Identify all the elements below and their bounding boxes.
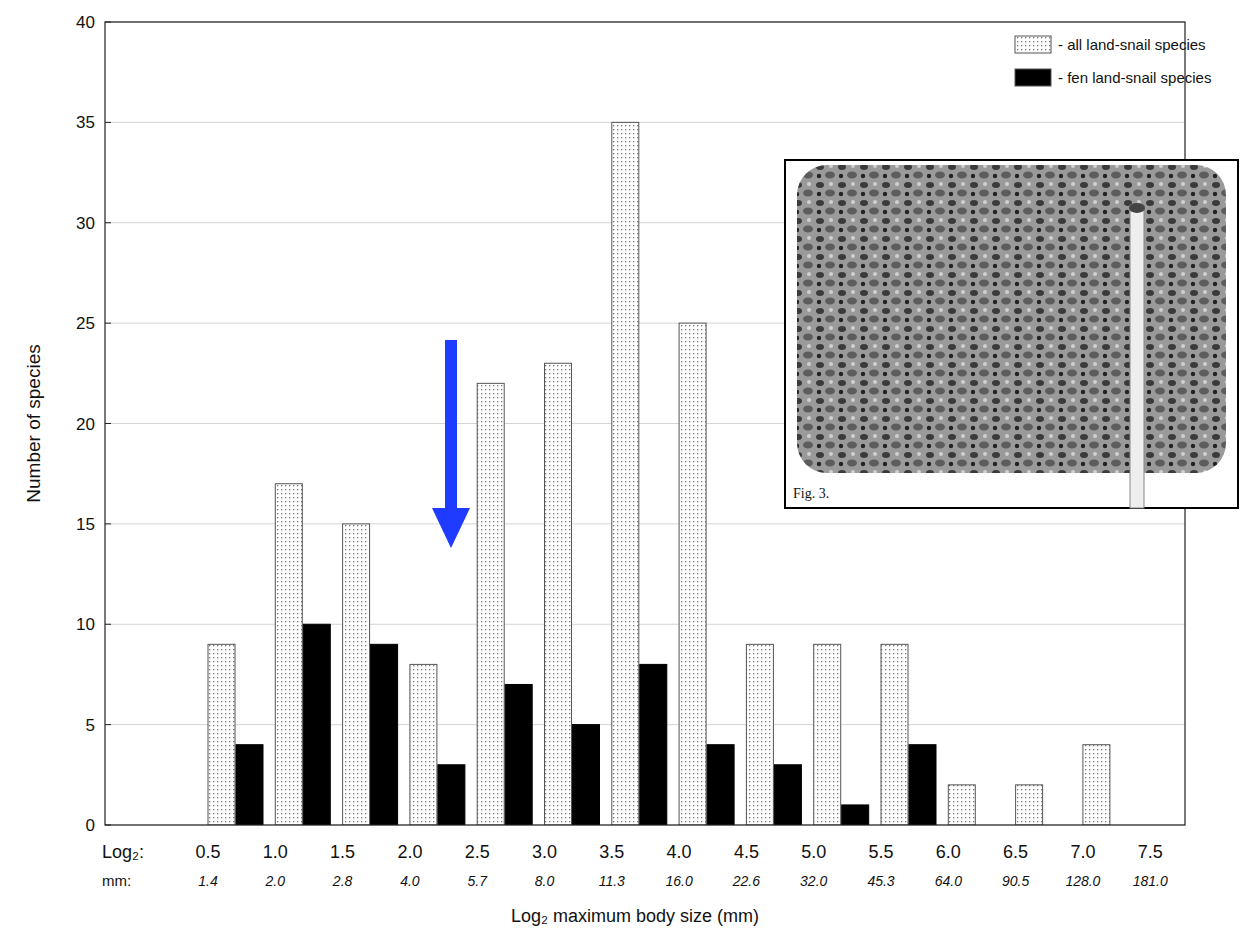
x-tick-label: 5.5 <box>868 842 893 862</box>
x-tick-label: 7.5 <box>1138 842 1163 862</box>
legend-label: - fen land-snail species <box>1058 69 1211 86</box>
y-tick-label: 40 <box>76 13 95 32</box>
y-tick <box>105 724 111 725</box>
grid-line <box>105 523 1185 524</box>
x-tick-label: 3.5 <box>599 842 624 862</box>
x-axis-title: Log₂ maximum body size (mm) <box>511 906 759 926</box>
x-tick-label: 5.0 <box>801 842 826 862</box>
x-sub-label: 2.0 <box>265 873 286 889</box>
grid-line <box>105 624 1185 625</box>
y-tick-label: 25 <box>76 314 95 333</box>
x-sub-label: 181.0 <box>1133 873 1168 889</box>
row-label: mm: <box>102 872 131 889</box>
bar <box>746 644 773 825</box>
x-tick-label: 1.5 <box>330 842 355 862</box>
arrow-shaft <box>445 340 457 510</box>
legend-swatch <box>1015 69 1051 86</box>
bar <box>236 745 263 825</box>
legend-swatch <box>1015 36 1051 53</box>
y-tick-label: 15 <box>76 515 95 534</box>
y-tick <box>105 222 111 223</box>
bar <box>640 664 667 825</box>
legend-label: - all land-snail species <box>1058 36 1206 53</box>
x-tick-label: 1.0 <box>263 842 288 862</box>
arrow-head <box>432 508 470 548</box>
x-sub-label: 32.0 <box>800 873 827 889</box>
y-tick-label: 0 <box>86 816 95 835</box>
x-sub-label: 8.0 <box>535 873 555 889</box>
bar <box>774 765 801 825</box>
x-sub-label: 2.8 <box>332 873 353 889</box>
bar <box>1083 745 1110 825</box>
inset-label: Fig. 3. <box>793 486 829 501</box>
bar <box>208 644 235 825</box>
x-tick-label: 3.0 <box>532 842 557 862</box>
y-tick <box>105 323 111 324</box>
inset-frame <box>785 160 1238 508</box>
x-sub-label: 22.6 <box>732 873 760 889</box>
x-tick-label: 0.5 <box>195 842 220 862</box>
bar <box>881 644 908 825</box>
y-tick-label: 20 <box>76 415 95 434</box>
grid-line <box>105 122 1185 123</box>
bar <box>410 664 437 825</box>
x-tick-label: 6.0 <box>936 842 961 862</box>
bar <box>303 624 330 825</box>
y-axis-title: Number of species <box>23 344 44 502</box>
bar <box>477 383 504 825</box>
bar <box>275 484 302 825</box>
y-tick <box>105 122 111 123</box>
y-tick-label: 10 <box>76 615 95 634</box>
y-tick <box>105 523 111 524</box>
row-label: Log₂: <box>102 842 144 862</box>
inset-label-bg <box>787 480 847 506</box>
inset-pencil-head <box>1129 203 1145 213</box>
y-tick-label: 35 <box>76 113 95 132</box>
bar <box>612 122 639 825</box>
x-sub-label: 64.0 <box>935 873 962 889</box>
x-sub-label: 128.0 <box>1065 873 1100 889</box>
bar <box>573 725 600 825</box>
bar <box>679 323 706 825</box>
bar <box>814 644 841 825</box>
x-sub-label: 1.4 <box>198 873 218 889</box>
x-sub-label: 45.3 <box>867 873 894 889</box>
bar <box>545 363 572 825</box>
chart: 0 5 10 15 20 25 30 35 40 Log₂: mm: 0.5 1.4 1.0 2.0 1.5 2… <box>0 0 1242 945</box>
x-sub-label: 11.3 <box>599 873 625 889</box>
inset-pencil <box>1130 205 1144 508</box>
bar <box>1016 785 1043 825</box>
bar <box>842 805 869 825</box>
x-sub-label: 5.7 <box>467 873 488 889</box>
x-sub-label: 90.5 <box>1002 873 1029 889</box>
bar <box>371 644 398 825</box>
x-tick-label: 2.5 <box>465 842 490 862</box>
y-tick-label: 5 <box>86 716 95 735</box>
bar <box>505 684 532 825</box>
x-sub-label: 4.0 <box>400 873 420 889</box>
x-tick-label: 7.0 <box>1070 842 1095 862</box>
x-tick-label: 6.5 <box>1003 842 1028 862</box>
bar <box>707 745 734 825</box>
y-tick-label: 30 <box>76 214 95 233</box>
y-tick <box>105 624 111 625</box>
bar <box>343 524 370 825</box>
x-sub-label: 16.0 <box>665 873 692 889</box>
inset-photo <box>797 165 1226 473</box>
bar <box>948 785 975 825</box>
x-tick-label: 4.5 <box>734 842 759 862</box>
y-tick <box>105 423 111 424</box>
x-tick-label: 2.0 <box>397 842 422 862</box>
bar <box>909 745 936 825</box>
x-tick-label: 4.0 <box>667 842 692 862</box>
bar <box>438 765 465 825</box>
